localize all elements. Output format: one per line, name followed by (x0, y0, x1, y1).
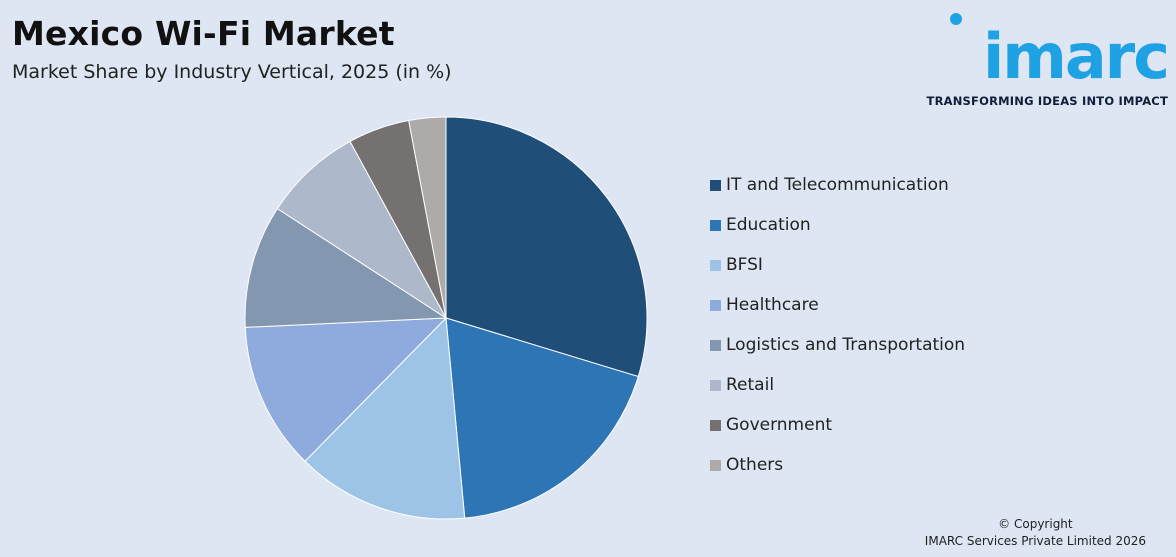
legend-item: Retail (710, 365, 965, 405)
legend-label: Logistics and Transportation (726, 335, 966, 355)
pie-slice-retail (276, 140, 447, 319)
legend-label: BFSI (726, 255, 763, 275)
pie-slice-bfsi (304, 316, 466, 520)
imarc-logo: imarc TRANSFORMING IDEAS INTO IMPACT (927, 10, 1170, 110)
copyright-line-2: IMARC Services Private Limited 2026 (924, 534, 1146, 548)
chart-title: Mexico Wi-Fi Market (12, 14, 395, 53)
legend-item: BFSI (710, 245, 965, 285)
legend-label: Retail (726, 375, 775, 395)
chart-subtitle: Market Share by Industry Vertical, 2025 … (12, 61, 452, 83)
chart-legend: IT and Telecommunication Education BFSI Hea… (710, 165, 965, 485)
legend-label: IT and Telecommunication (726, 175, 949, 195)
legend-item: Healthcare (710, 285, 965, 325)
pie-slice-it-and-telecommunication (445, 116, 648, 378)
copyright: © Copyright IMARC Services Private Limit… (925, 516, 1146, 550)
legend-swatch (710, 179, 721, 191)
legend-label: Healthcare (726, 295, 819, 315)
logo-wordmark: imarc (982, 20, 1170, 93)
legend-swatch (710, 339, 721, 351)
legend-swatch (710, 379, 721, 391)
pie-slice-healthcare (244, 317, 448, 462)
copyright-line-1: © Copyright (998, 517, 1073, 531)
legend-label: Others (726, 455, 784, 475)
legend-item: Logistics and Transportation (710, 325, 965, 365)
pie-slice-others (408, 116, 447, 319)
legend-item: Education (710, 205, 965, 245)
logo-dot-icon (950, 13, 962, 25)
legend-swatch (710, 299, 721, 311)
legend-item: Others (710, 445, 965, 485)
legend-swatch (710, 459, 721, 471)
pie-slice-education (445, 317, 639, 519)
legend-label: Education (726, 215, 811, 235)
legend-label: Government (726, 415, 833, 435)
legend-swatch (710, 259, 721, 271)
pie-slice-logistics-and-transportation (244, 207, 448, 328)
legend-item: Government (710, 405, 965, 445)
legend-item: IT and Telecommunication (710, 165, 965, 205)
legend-swatch (710, 219, 721, 231)
logo-tagline: TRANSFORMING IDEAS INTO IMPACT (926, 94, 1168, 108)
legend-swatch (710, 419, 721, 431)
